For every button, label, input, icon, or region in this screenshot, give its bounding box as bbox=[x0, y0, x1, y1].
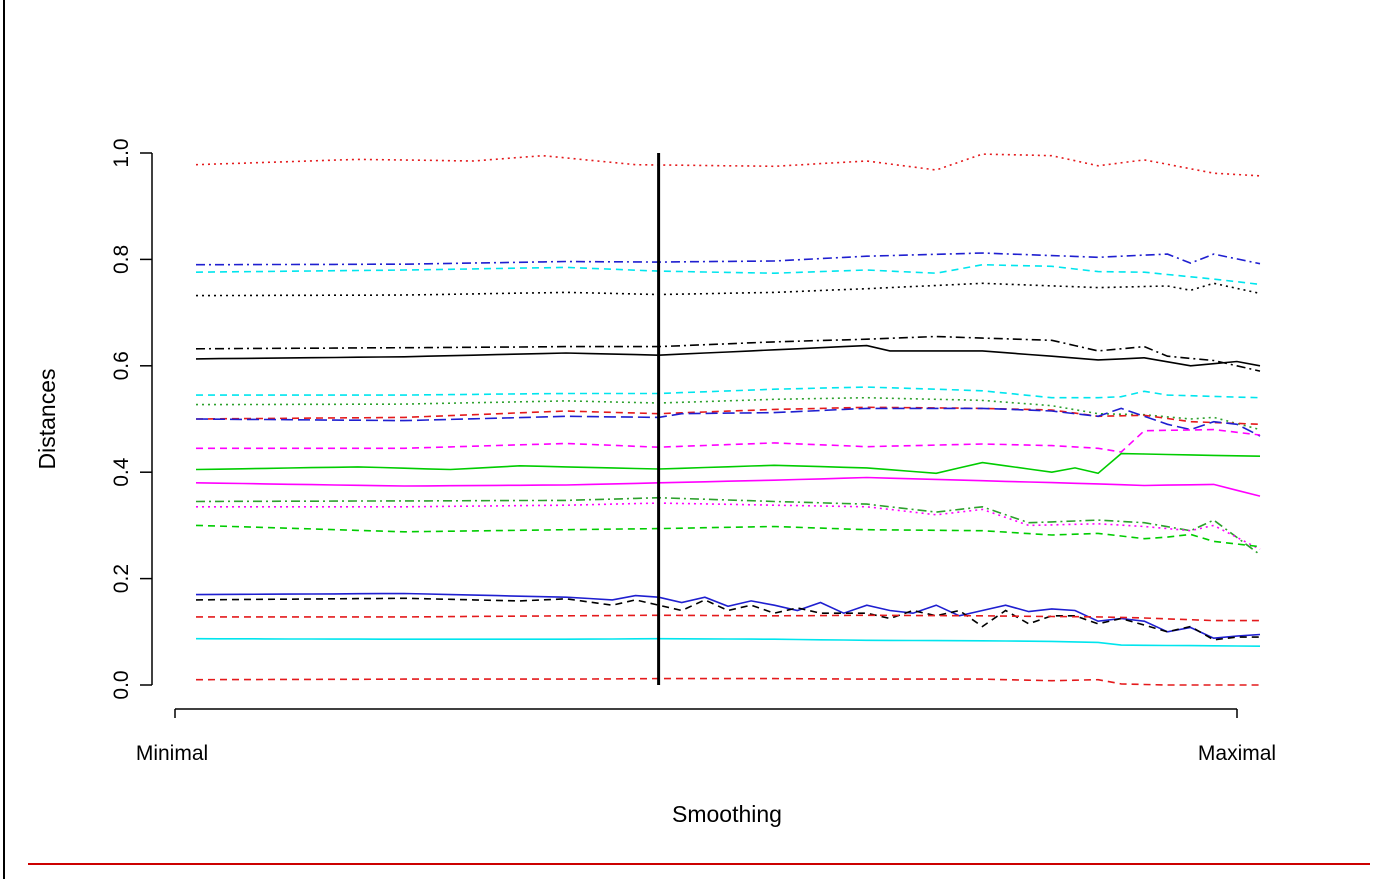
series-line-6 bbox=[195, 344, 1261, 367]
y-tick-label: 0.6 bbox=[110, 351, 133, 380]
y-tick-label: 0.4 bbox=[110, 457, 133, 487]
x-tick-label-maximal: Maximal bbox=[1198, 742, 1276, 765]
series-line-11 bbox=[196, 428, 1261, 453]
y-tick-label: 0.8 bbox=[110, 245, 133, 274]
series-line-19 bbox=[196, 614, 1260, 622]
x-tick-label-minimal: Minimal bbox=[136, 742, 208, 765]
series-line-12 bbox=[195, 452, 1261, 475]
x-axis-title: Smoothing bbox=[672, 801, 782, 827]
y-tick-label: 0.2 bbox=[110, 564, 133, 593]
series-line-7 bbox=[196, 386, 1261, 399]
y-tick-label: 0.0 bbox=[110, 670, 133, 699]
series-group bbox=[195, 153, 1261, 686]
series-line-3 bbox=[195, 263, 1261, 286]
series-line-9 bbox=[195, 406, 1261, 426]
series-line-13 bbox=[195, 476, 1261, 497]
y-axis-title: Distances bbox=[34, 369, 60, 470]
series-line-16 bbox=[195, 524, 1261, 548]
series-line-2 bbox=[196, 252, 1261, 266]
series-line-14 bbox=[195, 496, 1261, 556]
series-line-10 bbox=[195, 407, 1261, 437]
series-line-5 bbox=[195, 335, 1261, 372]
series-line-18 bbox=[195, 597, 1260, 641]
x-axis: Minimal Maximal bbox=[136, 708, 1276, 765]
y-axis: 0.0 0.2 0.4 0.6 0.8 1.0 bbox=[110, 138, 153, 700]
y-tick-label: 1.0 bbox=[110, 138, 133, 167]
series-line-17 bbox=[195, 592, 1261, 640]
series-line-21 bbox=[195, 677, 1260, 686]
series-line-20 bbox=[195, 637, 1261, 647]
